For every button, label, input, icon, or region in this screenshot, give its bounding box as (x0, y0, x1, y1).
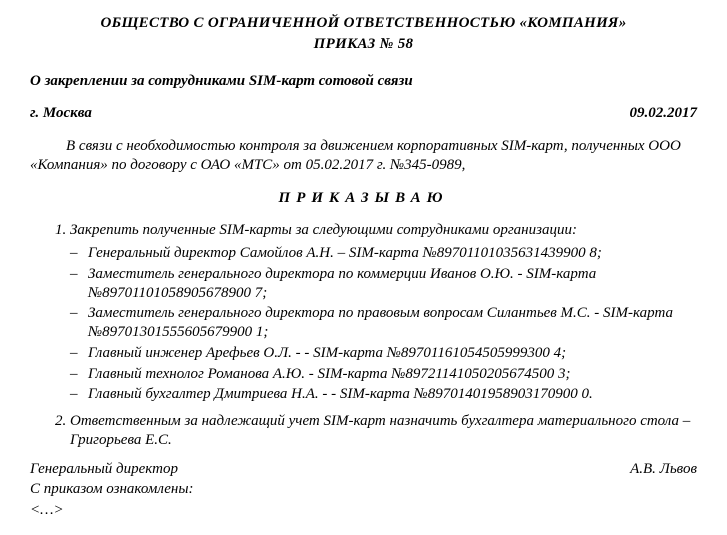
date: 09.02.2017 (630, 104, 698, 123)
list-item: Главный технолог Романова А.Ю. - SIM-кар… (70, 365, 697, 384)
document-page: ОБЩЕСТВО С ОГРАНИЧЕННОЙ ОТВЕТСТВЕННОСТЬЮ… (0, 0, 727, 528)
order-items-2: Ответственным за надлежащий учет SIM-кар… (70, 412, 697, 450)
list-item: Заместитель генерального директора по ко… (70, 265, 697, 303)
signature-row: Генеральный директор А.В. Львов (30, 460, 697, 479)
ellipsis: <…> (30, 501, 697, 520)
subject-line: О закреплении за сотрудниками SIM-карт с… (30, 72, 697, 91)
signatory-name: А.В. Львов (630, 460, 697, 479)
list-item: Главный бухгалтер Дмитриева Н.А. - - SIM… (70, 385, 697, 404)
signatory-title: Генеральный директор (30, 460, 178, 479)
city-date-row: г. Москва 09.02.2017 (30, 104, 697, 123)
order-item-1: Закрепить полученные SIM-карты за следую… (70, 221, 697, 240)
assignment-list: Генеральный директор Самойлов А.Н. – SIM… (70, 244, 697, 404)
list-item: Генеральный директор Самойлов А.Н. – SIM… (70, 244, 697, 263)
item1-lead: Закрепить полученные SIM-карты за следую… (70, 222, 577, 238)
intro-paragraph: В связи с необходимостью контроля за дви… (30, 137, 697, 175)
list-item: Главный инженер Арефьев О.Л. - - SIM-кар… (70, 344, 697, 363)
list-item: Заместитель генерального директора по пр… (70, 304, 697, 342)
order-item-2: Ответственным за надлежащий учет SIM-кар… (70, 412, 697, 450)
org-name: ОБЩЕСТВО С ОГРАНИЧЕННОЙ ОТВЕТСТВЕННОСТЬЮ… (30, 14, 697, 33)
order-number: ПРИКАЗ № 58 (30, 35, 697, 54)
order-word: ПРИКАЗЫВАЮ (30, 189, 697, 208)
acknowledgement-line: С приказом ознакомлены: (30, 480, 697, 499)
city: г. Москва (30, 104, 92, 123)
order-items: Закрепить полученные SIM-карты за следую… (70, 221, 697, 240)
